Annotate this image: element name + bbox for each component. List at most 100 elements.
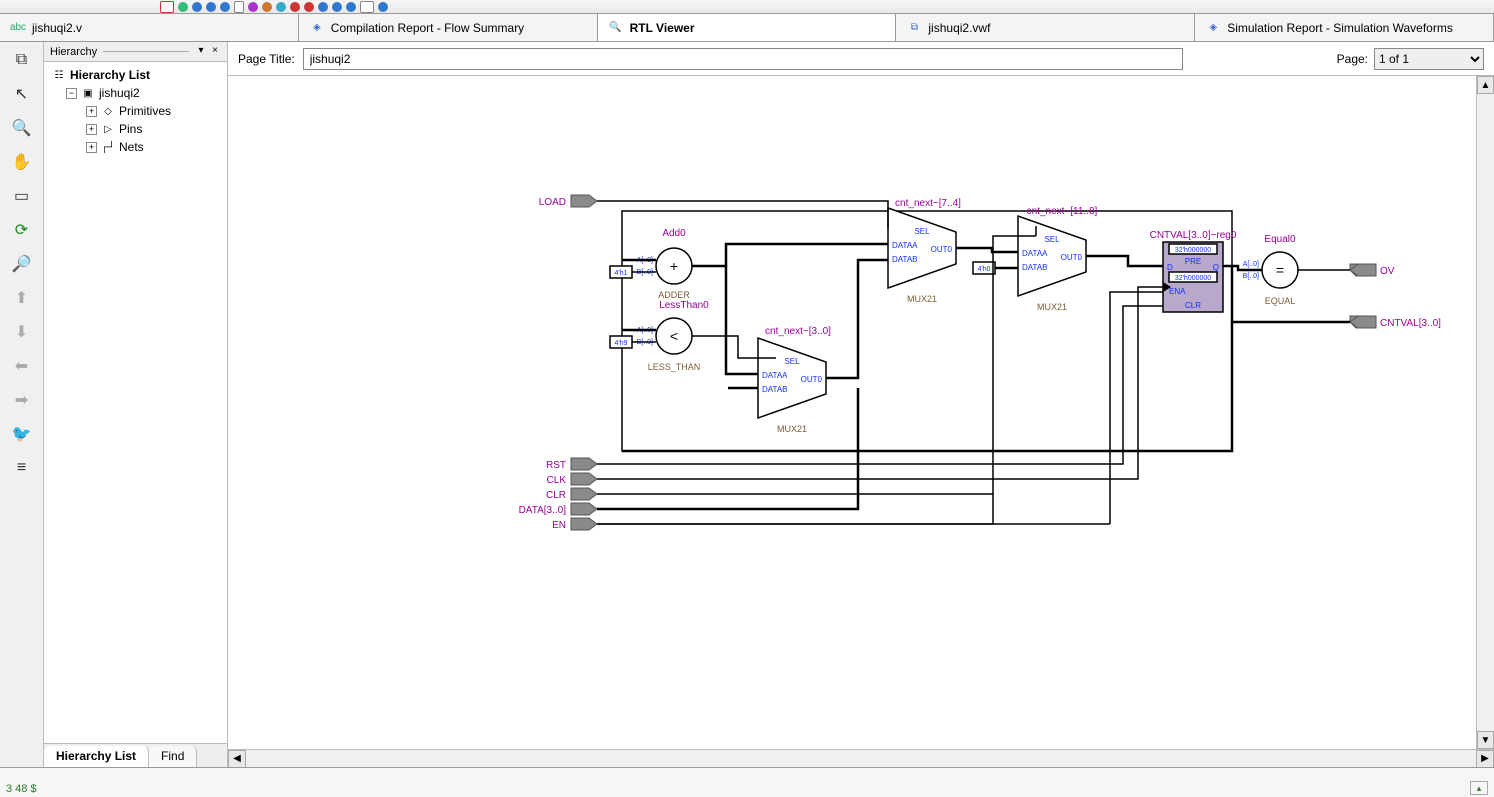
expand-icon[interactable]: + — [86, 142, 97, 153]
svg-text:B[..0]: B[..0] — [1243, 273, 1259, 280]
svg-text:Add0: Add0 — [662, 228, 686, 239]
block-reg: CNTVAL[3..0]~reg0 32'h000000 32'h000000 … — [1150, 230, 1237, 312]
pin-RST: RST — [546, 458, 597, 471]
schematic-canvas[interactable]: ▲ ▼ — [228, 76, 1494, 749]
btab-hierarchy[interactable]: Hierarchy List — [44, 746, 149, 767]
rail-pointer-icon[interactable]: ↖ — [6, 80, 38, 108]
svg-text:DATAA: DATAA — [1022, 249, 1048, 258]
svg-text:<: < — [670, 328, 678, 344]
tab-label: jishuqi2.v — [32, 21, 82, 35]
tab-source-file[interactable]: abc jishuqi2.v — [0, 14, 299, 41]
svg-text:OUT0: OUT0 — [1061, 253, 1083, 262]
block-mux2: cnt_next~[7..4] SEL DATAA DATAB OUT0 MUX… — [888, 198, 961, 304]
svg-text:cnt_next~[11..8]: cnt_next~[11..8] — [1027, 206, 1098, 217]
canvas-header: Page Title: Page: 1 of 1 — [228, 42, 1494, 76]
rail-down-icon[interactable]: ⬇ — [6, 318, 38, 346]
expand-icon[interactable]: + — [86, 124, 97, 135]
rail-settings-icon[interactable]: ≡ — [6, 454, 38, 482]
tab-label: Compilation Report - Flow Summary — [331, 21, 524, 35]
tab-compile-report[interactable]: ◈ Compilation Report - Flow Summary — [299, 14, 598, 41]
primitives-icon: ◇ — [101, 105, 115, 117]
tree-label: Primitives — [119, 104, 171, 118]
svg-text:RST: RST — [546, 460, 566, 471]
tree-label: Nets — [119, 140, 144, 154]
tab-label: RTL Viewer — [630, 21, 695, 35]
status-expand-icon[interactable]: ▴ — [1470, 781, 1488, 795]
svg-text:CLR: CLR — [1185, 301, 1201, 310]
scroll-left-icon[interactable]: ◀ — [228, 750, 246, 768]
rail-up-icon[interactable]: ⬆ — [6, 284, 38, 312]
svg-text:Equal0: Equal0 — [1264, 234, 1296, 245]
svg-text:MUX21: MUX21 — [1037, 302, 1067, 312]
top-toolbar — [0, 0, 1494, 14]
tool-rail: ⧉ ↖ 🔍 ✋ ▭ ⟳ 🔎 ⬆ ⬇ ⬅ ➡ 🐦 ≡ — [0, 42, 44, 767]
schematic-svg: LOAD RST CLK CLR — [228, 76, 1458, 696]
tree-pins[interactable]: + ▷ Pins — [46, 120, 225, 138]
svg-text:DATAB: DATAB — [892, 255, 917, 264]
svg-text:DATAA: DATAA — [762, 371, 788, 380]
scroll-right-icon[interactable]: ▶ — [1476, 750, 1494, 768]
btab-find[interactable]: Find — [149, 746, 197, 767]
pin-CLK: CLK — [547, 473, 597, 486]
tab-waveform-file[interactable]: ⧉ jishuqi2.vwf — [896, 14, 1195, 41]
svg-text:CNTVAL[3..0]: CNTVAL[3..0] — [1380, 318, 1441, 329]
rtl-icon: 🔍 — [608, 20, 624, 36]
rail-back-icon[interactable]: ⬅ — [6, 352, 38, 380]
svg-text:DATAB: DATAB — [1022, 263, 1047, 272]
rail-zoom-icon[interactable]: 🔍 — [6, 114, 38, 142]
scroll-down-icon[interactable]: ▼ — [1477, 731, 1494, 749]
page-title-input[interactable] — [303, 48, 1183, 70]
hierarchy-titlebar: Hierarchy ▾ × — [44, 42, 227, 62]
expand-icon[interactable]: − — [66, 88, 77, 99]
tab-rtl-viewer[interactable]: 🔍 RTL Viewer — [598, 14, 897, 41]
panel-menu-icon[interactable]: ▾ — [195, 46, 207, 58]
tab-label: jishuqi2.vwf — [928, 21, 990, 35]
svg-text:32'h000000: 32'h000000 — [1175, 275, 1211, 282]
svg-text:cnt_next~[7..4]: cnt_next~[7..4] — [895, 198, 961, 209]
pin-EN: EN — [552, 518, 597, 531]
page-select[interactable]: 1 of 1 — [1374, 48, 1484, 70]
svg-text:A[..0]: A[..0] — [1243, 261, 1259, 268]
svg-text:=: = — [1276, 262, 1284, 278]
rail-find-icon[interactable]: 🔎 — [6, 250, 38, 278]
rail-refresh-icon[interactable]: ⟳ — [6, 216, 38, 244]
document-tab-bar: abc jishuqi2.v ◈ Compilation Report - Fl… — [0, 14, 1494, 42]
tree-module[interactable]: − ▣ jishuqi2 — [46, 84, 225, 102]
tree-nets[interactable]: + ┌┘ Nets — [46, 138, 225, 156]
svg-text:EN: EN — [552, 520, 566, 531]
canvas-area: Page Title: Page: 1 of 1 ▲ ▼ — [228, 42, 1494, 767]
tree-label: Hierarchy List — [70, 68, 150, 82]
pin-CNTVAL: CNTVAL[3..0] — [1350, 316, 1441, 329]
svg-text:SEL: SEL — [1044, 235, 1060, 244]
rail-home-icon[interactable]: ⧉ — [6, 46, 38, 74]
svg-text:MUX21: MUX21 — [907, 294, 937, 304]
report-icon: ◈ — [309, 20, 325, 36]
rail-fit-icon[interactable]: ▭ — [6, 182, 38, 210]
page-title-label: Page Title: — [238, 52, 295, 66]
list-icon: ☷ — [52, 69, 66, 81]
svg-text:4'h1: 4'h1 — [614, 270, 627, 277]
tree-primitives[interactable]: + ◇ Primitives — [46, 102, 225, 120]
pin-DATA: DATA[3..0] — [519, 503, 597, 516]
svg-text:LESS_THAN: LESS_THAN — [648, 362, 701, 372]
svg-text:OUT0: OUT0 — [801, 375, 823, 384]
hscrollbar[interactable]: ◀ ▶ — [228, 749, 1494, 767]
svg-text:DATA[3..0]: DATA[3..0] — [519, 505, 567, 516]
panel-close-icon[interactable]: × — [209, 46, 221, 58]
tab-sim-report[interactable]: ◈ Simulation Report - Simulation Wavefor… — [1195, 14, 1494, 41]
rail-hand-icon[interactable]: ✋ — [6, 148, 38, 176]
expand-icon[interactable]: + — [86, 106, 97, 117]
tree-label: jishuqi2 — [99, 86, 140, 100]
vwf-icon: ⧉ — [906, 20, 922, 36]
scroll-up-icon[interactable]: ▲ — [1477, 76, 1494, 94]
tree-root[interactable]: ☷ Hierarchy List — [46, 66, 225, 84]
vscrollbar[interactable]: ▲ ▼ — [1476, 76, 1494, 749]
rail-fwd-icon[interactable]: ➡ — [6, 386, 38, 414]
svg-text:CNTVAL[3..0]~reg0: CNTVAL[3..0]~reg0 — [1150, 230, 1237, 241]
rail-bird-icon[interactable]: 🐦 — [6, 420, 38, 448]
hierarchy-title-text: Hierarchy — [50, 46, 97, 58]
sim-report-icon: ◈ — [1205, 20, 1221, 36]
svg-text:4'h0: 4'h0 — [977, 266, 990, 273]
status-text: 3 48 $ — [6, 783, 37, 795]
page-label: Page: — [1337, 52, 1368, 66]
